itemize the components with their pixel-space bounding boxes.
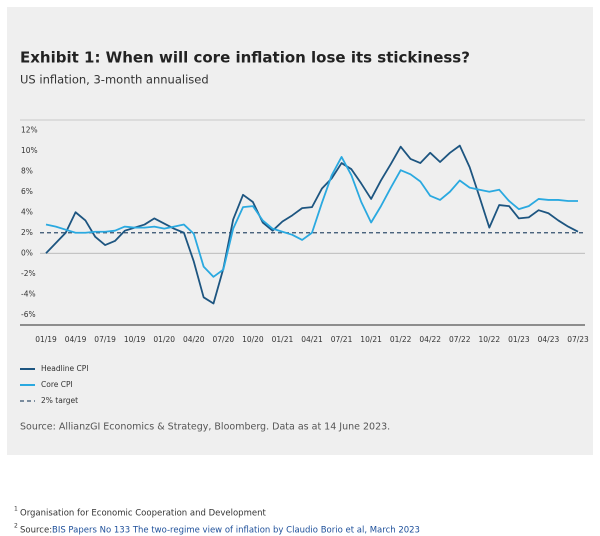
x-tick-label: 07/22: [449, 335, 471, 344]
x-tick-label: 04/22: [419, 335, 441, 344]
legend-label: Core CPI: [41, 380, 73, 389]
x-tick-label: 10/22: [479, 335, 501, 344]
chart-title: Exhibit 1: When will core inflation lose…: [20, 49, 470, 67]
series-line: [45, 156, 578, 278]
x-tick-label: 04/23: [538, 335, 560, 344]
chart-subtitle: US inflation, 3-month annualised: [20, 73, 209, 87]
footnote-link[interactable]: BIS Papers No 133 The two-regime view of…: [52, 526, 420, 536]
x-tick-label: 01/20: [153, 335, 175, 344]
x-tick-label: 01/23: [508, 335, 530, 344]
y-tick-label: -4%: [21, 289, 36, 298]
source-note: Source: AllianzGI Economics & Strategy, …: [20, 422, 390, 433]
y-tick-label: 6%: [21, 187, 33, 196]
y-tick-label: 2%: [21, 228, 33, 237]
x-tick-label: 04/19: [65, 335, 87, 344]
x-tick-label: 07/21: [331, 335, 353, 344]
footnote-2: 2 Source: BIS Papers No 133 The two-regi…: [14, 523, 420, 536]
y-tick-label: -2%: [21, 269, 36, 278]
x-tick-label: 04/20: [183, 335, 205, 344]
x-tick-label: 10/21: [360, 335, 382, 344]
x-tick-label: 07/23: [567, 335, 589, 344]
footnote-1: 1 Organisation for Economic Cooperation …: [14, 506, 266, 519]
x-tick-label: 01/21: [272, 335, 294, 344]
x-tick-label: 04/21: [301, 335, 323, 344]
footnote-text: Source:: [20, 526, 52, 536]
y-tick-label: 4%: [21, 207, 33, 216]
legend-label: 2% target: [41, 396, 78, 405]
x-tick-label: 10/20: [242, 335, 264, 344]
legend-label: Headline CPI: [41, 364, 89, 373]
x-tick-label: 07/20: [213, 335, 235, 344]
x-tick-label: 01/19: [35, 335, 57, 344]
footnote-text: Organisation for Economic Cooperation an…: [20, 509, 266, 519]
x-tick-label: 01/22: [390, 335, 412, 344]
y-tick-label: 8%: [21, 166, 33, 175]
y-tick-label: 12%: [21, 125, 38, 134]
x-tick-label: 07/19: [94, 335, 116, 344]
y-tick-label: 10%: [21, 146, 38, 155]
footnote-number: 2: [14, 523, 18, 530]
footnote-number: 1: [14, 506, 18, 513]
y-tick-label: -6%: [21, 310, 36, 319]
y-tick-label: 0%: [21, 248, 33, 257]
x-tick-label: 10/19: [124, 335, 146, 344]
